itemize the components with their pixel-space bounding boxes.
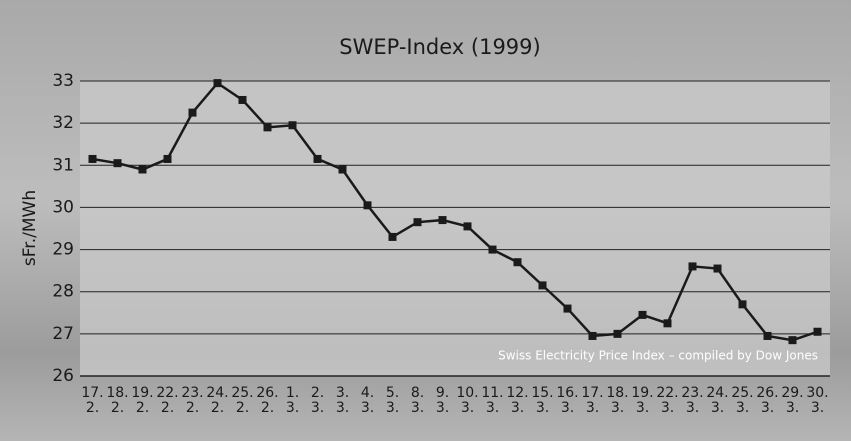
data-point	[564, 305, 572, 313]
x-tick-label: 19. 3.	[630, 386, 656, 416]
chart-title: SWEP-Index (1999)	[339, 35, 540, 59]
data-point	[264, 123, 272, 131]
data-point	[589, 332, 597, 340]
y-tick-label: 29	[52, 240, 74, 260]
data-point	[464, 222, 472, 230]
x-tick-label: 26. 3.	[755, 386, 781, 416]
x-tick-label: 29. 3.	[780, 386, 806, 416]
x-tick-label: 26. 2.	[255, 386, 281, 416]
data-point	[539, 281, 547, 289]
data-point	[114, 159, 122, 167]
x-tick-label: 12. 3.	[505, 386, 531, 416]
data-point	[639, 311, 647, 319]
x-tick-label: 22. 2.	[155, 386, 181, 416]
data-point	[139, 166, 147, 174]
data-point	[89, 155, 97, 163]
y-tick-label: 28	[52, 282, 74, 302]
data-point	[289, 121, 297, 129]
data-point	[664, 319, 672, 327]
data-point	[764, 332, 772, 340]
y-tick-label: 32	[52, 113, 74, 133]
chart-page: SWEP-Index (1999) sFr./MWh Swiss Electri…	[0, 0, 851, 441]
x-tick-label: 17. 2.	[80, 386, 106, 416]
x-tick-label: 17. 3.	[580, 386, 606, 416]
data-point	[314, 155, 322, 163]
x-tick-label: 22. 3.	[655, 386, 681, 416]
x-tick-label: 18. 3.	[605, 386, 631, 416]
data-point	[739, 300, 747, 308]
y-tick-label: 31	[52, 155, 74, 175]
x-tick-label: 1. 3.	[280, 386, 306, 416]
data-point	[714, 265, 722, 273]
x-tick-label: 24. 2.	[205, 386, 231, 416]
data-point	[164, 155, 172, 163]
x-tick-label: 18. 2.	[105, 386, 131, 416]
x-tick-label: 10. 3.	[455, 386, 481, 416]
x-tick-label: 11. 3.	[480, 386, 506, 416]
data-point	[814, 328, 822, 336]
x-tick-label: 23. 2.	[180, 386, 206, 416]
x-tick-label: 2. 3.	[305, 386, 331, 416]
data-point	[339, 166, 347, 174]
annotation: Swiss Electricity Price Index – compiled…	[498, 349, 818, 363]
chart: SWEP-Index (1999) sFr./MWh Swiss Electri…	[0, 0, 851, 441]
data-point	[414, 218, 422, 226]
data-point	[439, 216, 447, 224]
y-tick-label: 30	[52, 197, 74, 217]
x-tick-label: 30. 3.	[805, 386, 831, 416]
x-tick-label: 5. 3.	[380, 386, 406, 416]
y-tick-label: 33	[52, 71, 74, 91]
x-tick-label: 16. 3.	[555, 386, 581, 416]
x-tick-label: 4. 3.	[355, 386, 381, 416]
data-point	[489, 246, 497, 254]
x-tick-label: 9. 3.	[430, 386, 456, 416]
x-tick-label: 23. 3.	[680, 386, 706, 416]
plot-area	[80, 81, 830, 376]
data-point	[189, 109, 197, 117]
data-point	[389, 233, 397, 241]
data-point	[364, 201, 372, 209]
x-tick-label: 25. 2.	[230, 386, 256, 416]
data-point	[689, 262, 697, 270]
data-point	[614, 330, 622, 338]
y-tick-label: 27	[52, 324, 74, 344]
x-tick-label: 15. 3.	[530, 386, 556, 416]
x-tick-label: 24. 3.	[705, 386, 731, 416]
y-axis-label: sFr./MWh	[20, 190, 40, 266]
x-tick-label: 19. 2.	[130, 386, 156, 416]
y-tick-label: 26	[52, 366, 74, 386]
data-point	[239, 96, 247, 104]
data-point	[789, 336, 797, 344]
x-tick-label: 3. 3.	[330, 386, 356, 416]
data-point	[214, 79, 222, 87]
data-point	[514, 258, 522, 266]
x-tick-label: 8. 3.	[405, 386, 431, 416]
x-tick-label: 25. 3.	[730, 386, 756, 416]
